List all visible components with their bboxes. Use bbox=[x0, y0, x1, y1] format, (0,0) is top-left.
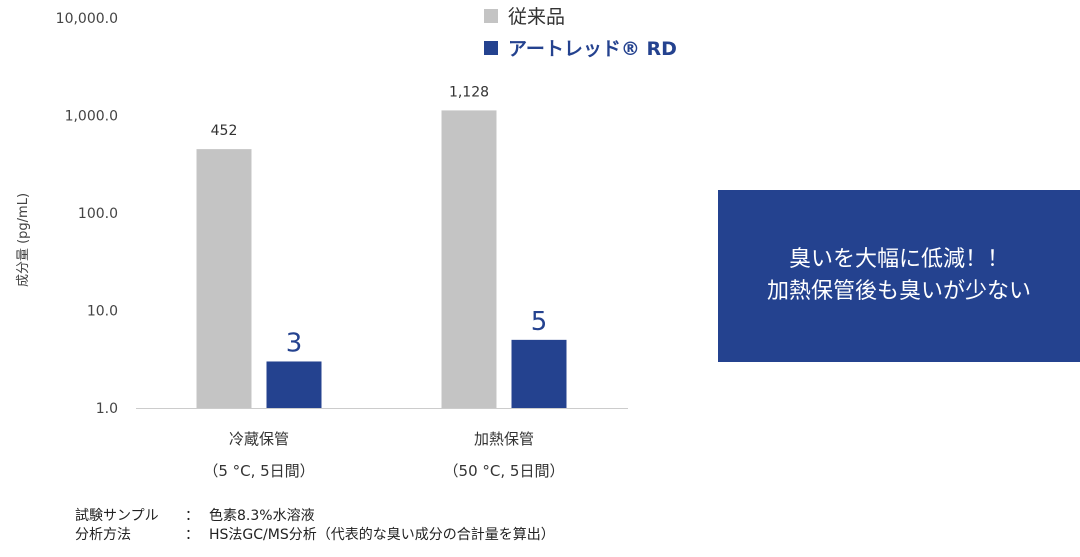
y-tick-label: 10,000.0 bbox=[56, 11, 118, 27]
value-label-conventional-2: 1,128 bbox=[449, 84, 489, 100]
legend-swatch-artred bbox=[484, 41, 498, 55]
footnote-method-label: 分析方法 bbox=[75, 527, 131, 543]
y-axis-ticks: 10,000.0 1,000.0 100.0 10.0 1.0 bbox=[56, 11, 118, 417]
bar-artred-2 bbox=[511, 339, 567, 408]
footnote-method: 分析方法 ： HS法GC/MS分析（代表的な臭い成分の合計量を算出） bbox=[75, 526, 555, 544]
footnote-sample: 試験サンプル ： 色素8.3%水溶液 bbox=[75, 507, 315, 525]
bar-conventional-2 bbox=[441, 110, 497, 408]
footnote-method-colon: ： bbox=[185, 527, 199, 543]
y-axis-label: 成分量 (pg/mL) bbox=[16, 193, 31, 287]
value-labels: 452 1,128 3 5 bbox=[211, 84, 548, 358]
callout-box: 臭いを大幅に低減！！ 加熱保管後も臭いが少ない bbox=[718, 190, 1080, 362]
callout-line-1: 臭いを大幅に低減！！ bbox=[788, 247, 1009, 272]
legend-label-artred: アートレッド® RD bbox=[508, 38, 677, 60]
legend: 従来品 アートレッド® RD bbox=[484, 6, 677, 60]
category-sublabel-2: （50 °C, 5日間） bbox=[444, 462, 565, 480]
footnote-sample-colon: ： bbox=[185, 508, 199, 524]
category-labels: 冷蔵保管 （5 °C, 5日間） 加熱保管 （50 °C, 5日間） bbox=[203, 430, 564, 480]
legend-swatch-conventional bbox=[484, 9, 498, 23]
legend-label-conventional: 従来品 bbox=[508, 6, 565, 28]
bars bbox=[196, 110, 567, 408]
y-tick-label: 1.0 bbox=[96, 401, 118, 417]
y-tick-label: 10.0 bbox=[87, 304, 118, 320]
category-sublabel-1: （5 °C, 5日間） bbox=[203, 462, 314, 480]
footnote-sample-label: 試験サンプル bbox=[75, 508, 159, 524]
y-tick-label: 100.0 bbox=[78, 206, 118, 222]
footnote-sample-value: 色素8.3%水溶液 bbox=[209, 508, 315, 524]
value-label-artred-2: 5 bbox=[531, 307, 548, 337]
bar-conventional-1 bbox=[196, 149, 252, 408]
bar-artred-1 bbox=[266, 361, 322, 408]
footnote-method-value: HS法GC/MS分析（代表的な臭い成分の合計量を算出） bbox=[209, 527, 555, 543]
value-label-conventional-1: 452 bbox=[211, 123, 238, 139]
category-label-1: 冷蔵保管 bbox=[229, 430, 289, 448]
callout-line-2: 加熱保管後も臭いが少ない bbox=[766, 279, 1031, 304]
value-label-artred-1: 3 bbox=[286, 328, 303, 358]
y-tick-label: 1,000.0 bbox=[65, 109, 118, 125]
category-label-2: 加熱保管 bbox=[474, 430, 534, 448]
